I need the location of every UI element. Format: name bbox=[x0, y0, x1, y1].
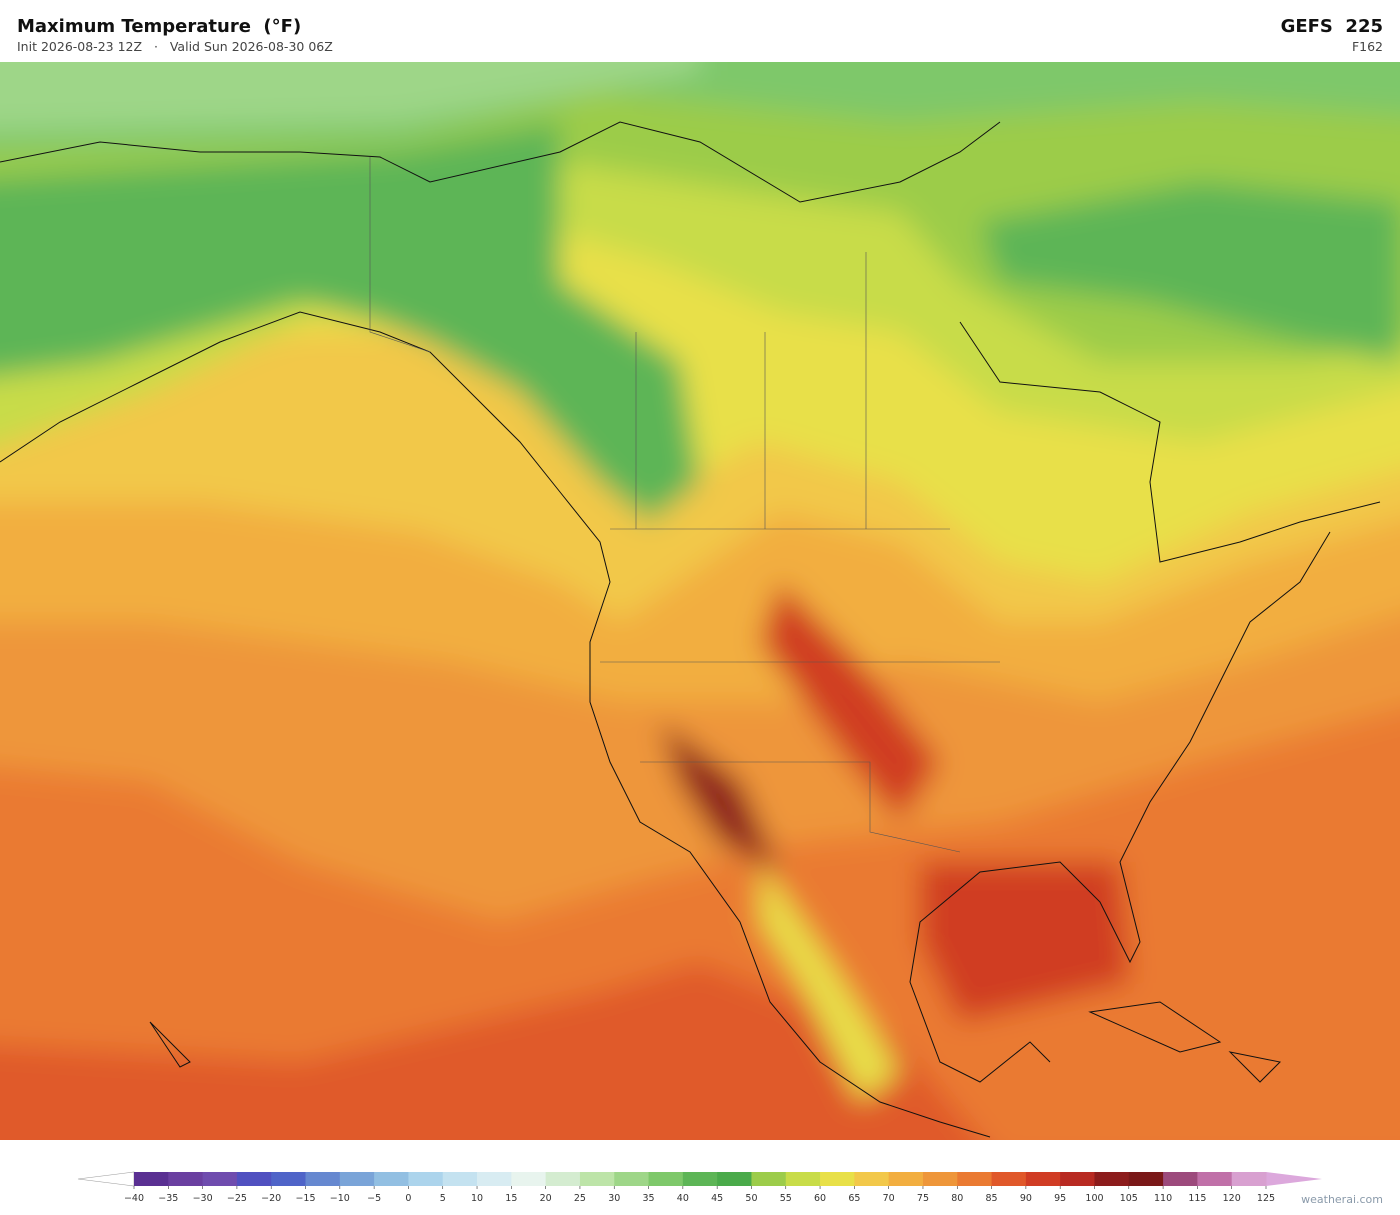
colorbar-swatch bbox=[820, 1172, 855, 1186]
map-title: Maximum Temperature (°F) bbox=[17, 16, 302, 37]
colorbar-tick-label: 85 bbox=[986, 1193, 998, 1204]
colorbar-swatch bbox=[1094, 1172, 1130, 1186]
colorbar-tick-label: 10 bbox=[471, 1193, 483, 1204]
colorbar-tick-label: −5 bbox=[367, 1193, 381, 1204]
colorbar-swatch bbox=[442, 1172, 478, 1186]
colorbar-tick-label: 95 bbox=[1054, 1193, 1066, 1204]
colorbar-tick-label: 55 bbox=[780, 1193, 792, 1204]
temperature-field bbox=[0, 62, 1400, 1140]
coastlines bbox=[0, 121, 1381, 1138]
colorbar-tick-label: 45 bbox=[711, 1193, 723, 1204]
colorbar-swatch bbox=[477, 1172, 512, 1186]
colorbar-over bbox=[1266, 1172, 1322, 1186]
colorbar-swatch bbox=[271, 1172, 307, 1186]
colorbar-swatch bbox=[957, 1172, 993, 1186]
colorbar-tick-label: 70 bbox=[883, 1193, 895, 1204]
colorbar-tick-label: 105 bbox=[1120, 1193, 1138, 1204]
colorbar-tick-label: 75 bbox=[917, 1193, 929, 1204]
colorbar-swatch bbox=[717, 1172, 752, 1186]
model-label: GEFS 225 bbox=[1280, 16, 1383, 37]
colorbar-under bbox=[77, 1171, 135, 1187]
colorbar-tick-label: −10 bbox=[330, 1193, 350, 1204]
colorbar-swatch bbox=[236, 1172, 272, 1186]
colorbar-tick-label: 110 bbox=[1154, 1193, 1172, 1204]
colorbar-swatch bbox=[511, 1172, 547, 1186]
colorbar-swatch bbox=[888, 1172, 924, 1186]
colorbar-tick-label: 90 bbox=[1020, 1193, 1032, 1204]
colorbar-swatch bbox=[614, 1172, 650, 1186]
colorbar-swatch bbox=[922, 1172, 958, 1186]
colorbar-swatch bbox=[1128, 1172, 1164, 1186]
temperature-map bbox=[0, 62, 1400, 1140]
colorbar-swatch bbox=[682, 1172, 718, 1186]
colorbar-swatch bbox=[168, 1172, 204, 1186]
colorbar-tick-label: 5 bbox=[440, 1193, 446, 1204]
colorbar-tick-label: 125 bbox=[1257, 1193, 1275, 1204]
colorbar-tick-label: 115 bbox=[1188, 1193, 1206, 1204]
colorbar-swatch bbox=[991, 1172, 1027, 1186]
map-subtitle: Init 2026-08-23 12Z · Valid Sun 2026-08-… bbox=[17, 39, 333, 54]
colorbar: −40 −35 −30 −25 −20 −15 −10 −5 0 5 10 15 20 25 30 35 40 4… bbox=[77, 1171, 1322, 1204]
colorbar-swatch bbox=[408, 1172, 444, 1186]
colorbar-swatch bbox=[1163, 1172, 1198, 1186]
colorbar-swatch bbox=[648, 1172, 684, 1186]
colorbar-swatch bbox=[1231, 1172, 1267, 1186]
colorbar-tick-label: 50 bbox=[745, 1193, 757, 1204]
colorbar-tick-label: 30 bbox=[608, 1193, 620, 1204]
colorbar-tick-label: −15 bbox=[295, 1193, 315, 1204]
colorbar-tick-label: 0 bbox=[405, 1193, 411, 1204]
colorbar-swatch bbox=[1025, 1172, 1061, 1186]
colorbar-swatch bbox=[785, 1172, 821, 1186]
borders bbox=[369, 157, 1000, 853]
colorbar-tick-label: −30 bbox=[193, 1193, 213, 1204]
colorbar-tick-label: 120 bbox=[1223, 1193, 1241, 1204]
colorbar-tick-label: −25 bbox=[227, 1193, 247, 1204]
colorbar-swatch bbox=[751, 1172, 787, 1186]
colorbar-tick-label: −40 bbox=[124, 1193, 144, 1204]
colorbar-tick-label: 65 bbox=[848, 1193, 860, 1204]
credit: weatherai.com bbox=[1301, 1193, 1383, 1206]
colorbar-swatch bbox=[854, 1172, 890, 1186]
colorbar-tick-label: 100 bbox=[1085, 1193, 1103, 1204]
colorbar-tick-label: −20 bbox=[261, 1193, 281, 1204]
colorbar-tick-label: 15 bbox=[505, 1193, 517, 1204]
colorbar-swatch bbox=[305, 1172, 341, 1186]
colorbar-tick-label: 40 bbox=[677, 1193, 689, 1204]
colorbar-swatch bbox=[339, 1172, 375, 1186]
colorbar-swatch bbox=[545, 1172, 581, 1186]
forecast-hour: F162 bbox=[1351, 39, 1383, 54]
colorbar-swatch bbox=[202, 1172, 238, 1186]
colorbar-tick-label: −35 bbox=[158, 1193, 178, 1204]
colorbar-tick-label: 25 bbox=[574, 1193, 586, 1204]
colorbar-swatch bbox=[374, 1172, 409, 1186]
colorbar-swatch bbox=[134, 1172, 169, 1186]
colorbar-swatch bbox=[1197, 1172, 1233, 1186]
colorbar-tick-label: 60 bbox=[814, 1193, 826, 1204]
colorbar-tick-label: 80 bbox=[951, 1193, 963, 1204]
colorbar-swatch bbox=[579, 1172, 615, 1186]
colorbar-swatch bbox=[1060, 1172, 1095, 1186]
colorbar-tick-label: 20 bbox=[540, 1193, 552, 1204]
colorbar-tick-label: 35 bbox=[642, 1193, 654, 1204]
